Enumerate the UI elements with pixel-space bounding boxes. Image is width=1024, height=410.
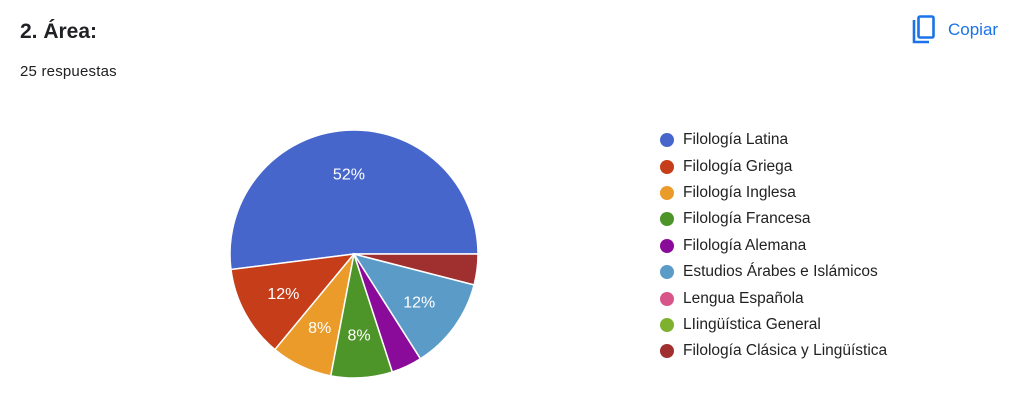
legend-item: Filología Latina <box>660 127 887 153</box>
legend-swatch <box>660 185 674 200</box>
legend-label: Filología Inglesa <box>683 183 796 201</box>
legend-item: Filología Griega <box>660 153 887 179</box>
legend-label: Filología Alemana <box>683 236 807 254</box>
legend-swatch <box>660 317 674 332</box>
slice-label: 12% <box>267 286 299 303</box>
pie-slice[interactable] <box>353 253 479 286</box>
legend-swatch <box>660 344 674 359</box>
legend-label: Lengua Española <box>683 289 804 307</box>
legend-label: Filología Francesa <box>683 210 811 228</box>
question-title: 2. Área: <box>20 20 98 43</box>
legend-swatch <box>660 133 674 148</box>
pie-slice[interactable] <box>230 253 356 351</box>
legend-item: LIingüística General <box>660 312 887 338</box>
legend-label: Filología Clásica y Lingüística <box>683 342 888 360</box>
legend-item: Filología Clásica y Lingüística <box>660 338 887 364</box>
legend-swatch <box>660 159 674 174</box>
copy-button[interactable]: Copiar <box>900 12 1008 48</box>
legend-label: Filología Griega <box>683 157 793 175</box>
slice-label: 8% <box>308 320 331 337</box>
legend-swatch <box>660 212 674 227</box>
legend-label: Estudios Árabes e Islámicos <box>683 263 878 281</box>
pie-slice[interactable] <box>352 252 476 360</box>
legend-label: LIingüística General <box>683 315 821 333</box>
legend-label: Filología Latina <box>683 131 789 149</box>
legend-item: Lengua Española <box>660 285 887 311</box>
chart-legend: Filología Latina Filología Griega Filologí… <box>660 127 887 365</box>
slice-label: 12% <box>403 294 435 311</box>
legend-item: Filología Alemana <box>660 233 887 259</box>
legend-swatch <box>660 238 674 253</box>
copy-icon <box>910 15 936 45</box>
response-count: 25 respuestas <box>20 63 117 80</box>
legend-item: Estudios Árabes e Islámicos <box>660 259 887 285</box>
legend-swatch <box>660 265 674 280</box>
slice-label: 52% <box>333 167 365 184</box>
copy-label: Copiar <box>948 20 999 39</box>
legend-item: Filología Francesa <box>660 206 887 232</box>
legend-swatch <box>660 291 674 306</box>
pie-slice[interactable] <box>229 129 479 271</box>
legend-item: Filología Inglesa <box>660 180 887 206</box>
slice-label: 8% <box>347 327 370 344</box>
